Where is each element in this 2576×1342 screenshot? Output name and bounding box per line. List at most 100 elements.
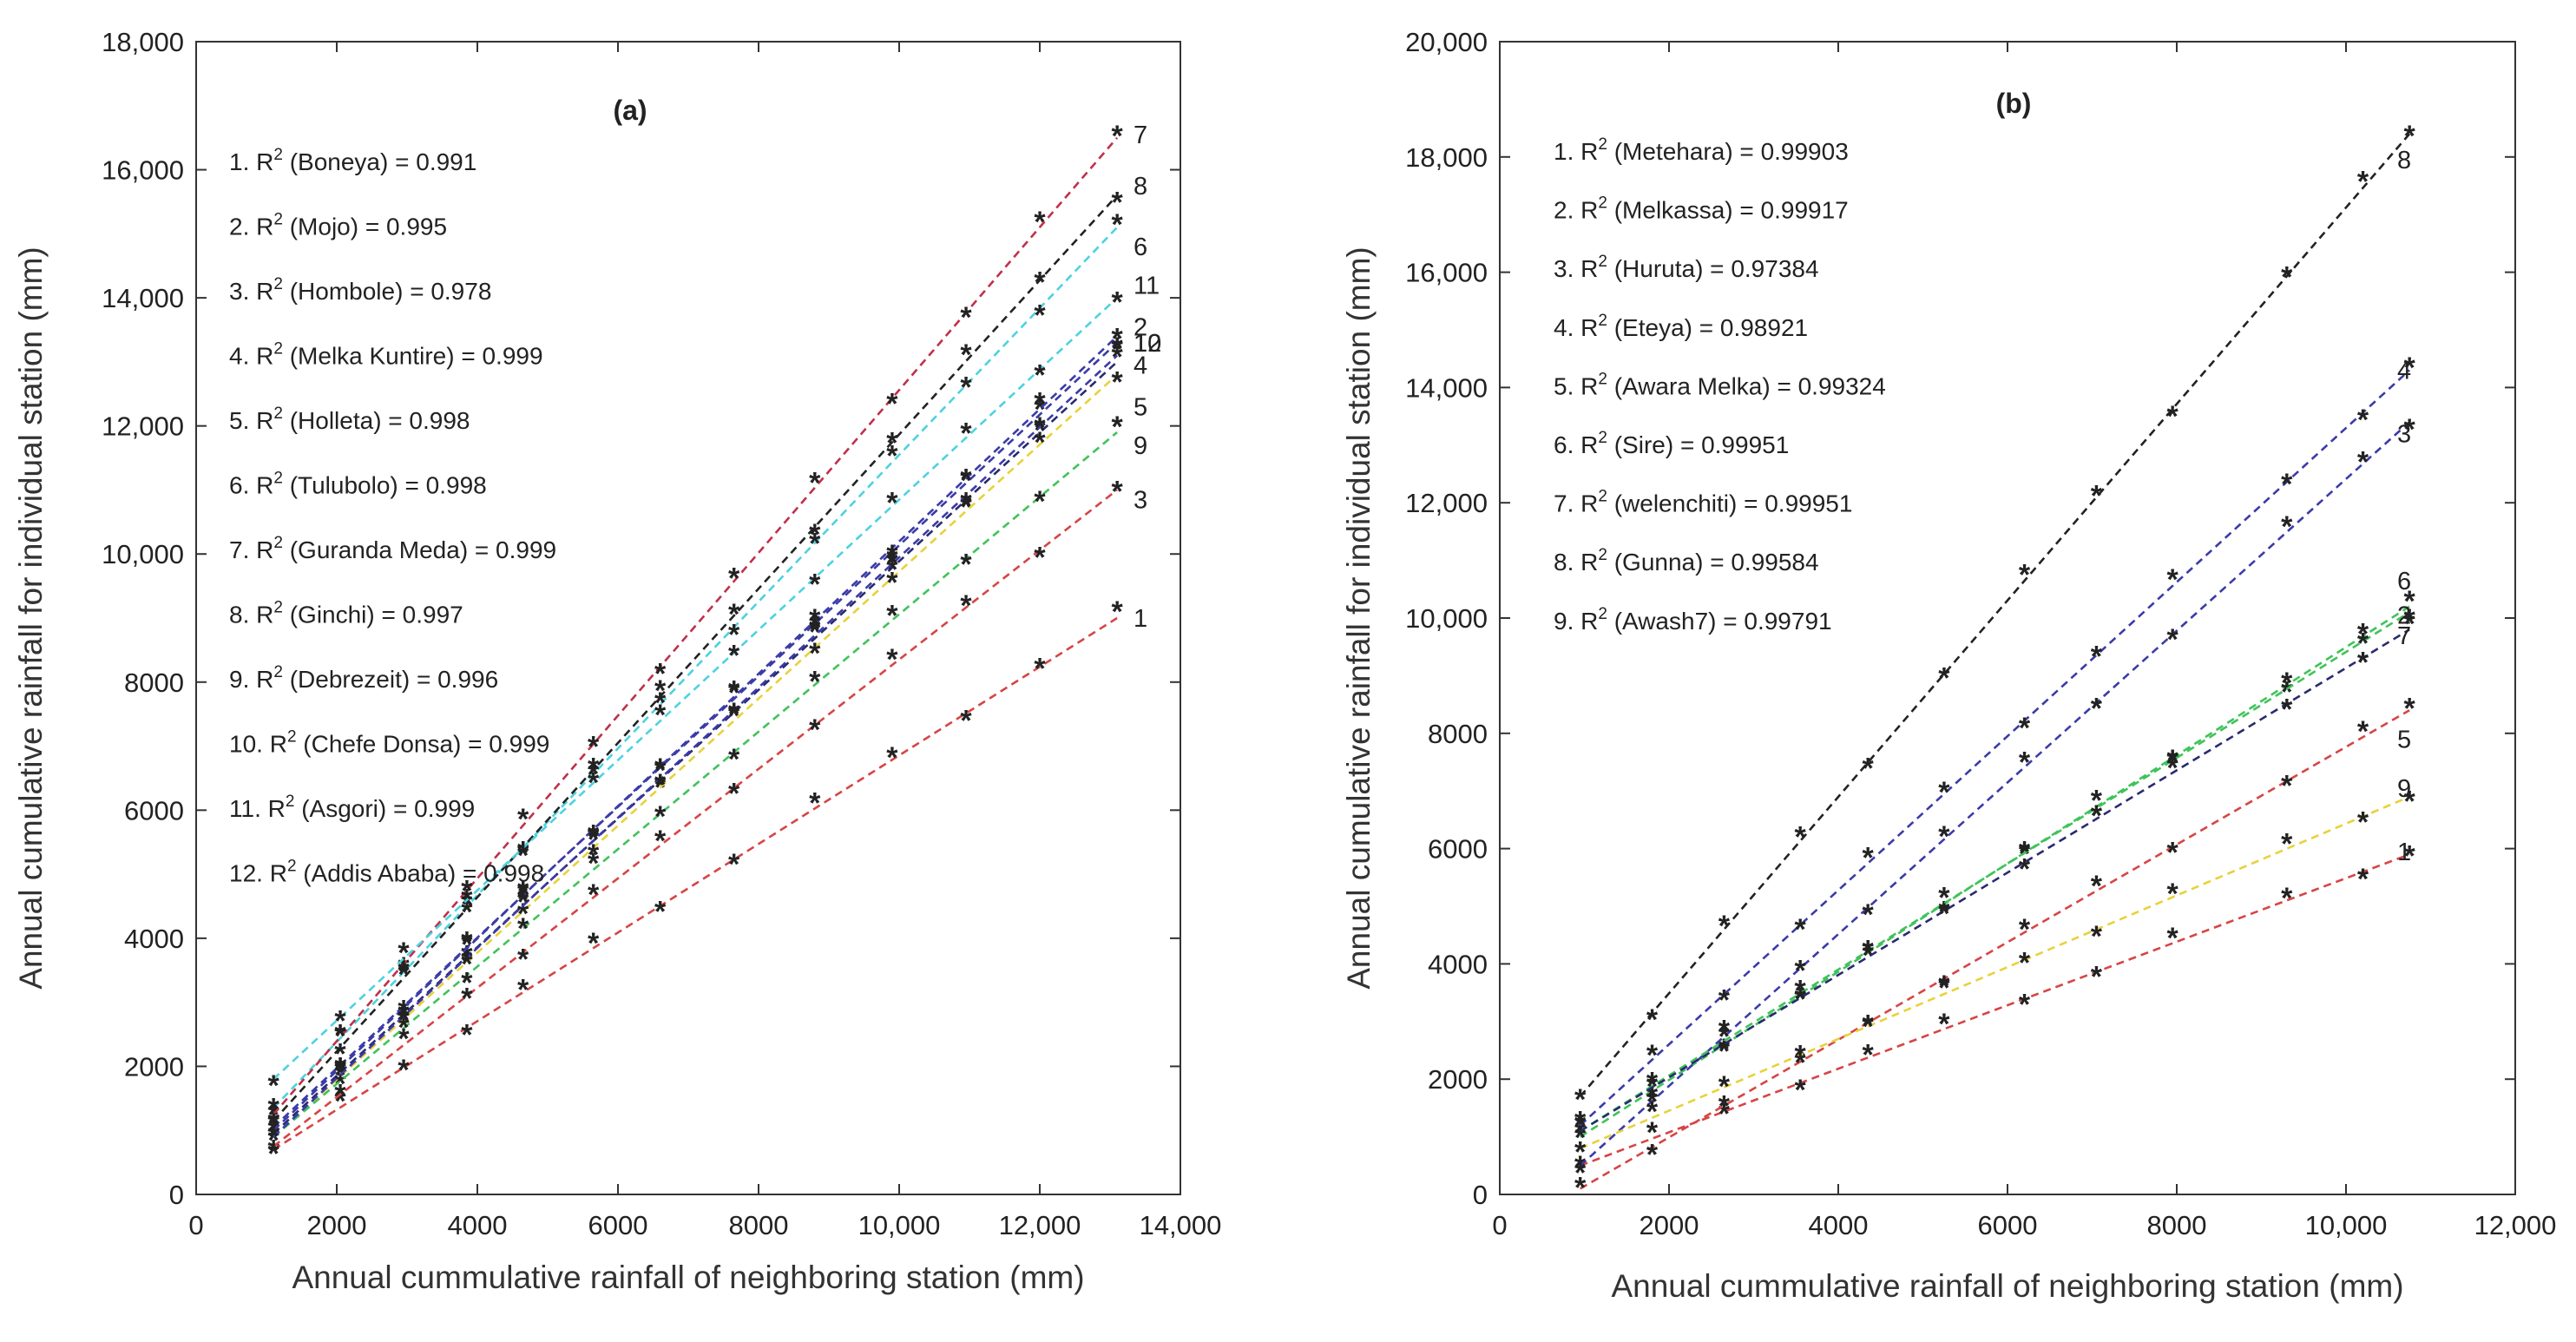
x-tick-label: 10,000	[858, 1210, 941, 1240]
data-point: *	[398, 937, 410, 970]
data-point: *	[654, 687, 667, 720]
data-point: *	[334, 1004, 346, 1037]
y-tick-label: 14,000	[1405, 372, 1488, 403]
data-point: *	[960, 589, 972, 622]
data-point: *	[960, 371, 972, 404]
legend-entry: 1. R2 (Boneya) = 0.991	[229, 146, 476, 175]
series-end-label: 8	[2397, 147, 2411, 174]
data-point: *	[886, 741, 898, 774]
data-point: *	[1938, 662, 1950, 695]
data-point: *	[517, 943, 529, 976]
data-point: *	[1111, 208, 1123, 241]
data-point: *	[588, 878, 600, 911]
data-point: *	[461, 929, 473, 962]
series-end-label: 7	[2397, 622, 2411, 650]
y-tick-label: 12,000	[1405, 488, 1488, 518]
data-point: *	[1863, 898, 1875, 931]
legend-entry: 2. R2 (Mojo) = 0.995	[229, 211, 447, 240]
data-point: *	[1646, 1085, 1659, 1118]
data-point: *	[267, 1120, 279, 1153]
data-point: *	[809, 787, 821, 820]
y-tick-label: 18,000	[102, 27, 184, 57]
series-11: *************	[267, 286, 1123, 1102]
x-tick-label: 4000	[1809, 1210, 1869, 1240]
regression-line	[273, 297, 1118, 1081]
regression-line	[273, 373, 1118, 1138]
x-axis-label: Annual cummulative rainfall of neighbori…	[1611, 1268, 2403, 1304]
data-point: *	[1111, 286, 1123, 319]
data-point: *	[2281, 694, 2293, 727]
data-point: *	[1646, 1070, 1659, 1103]
data-point: *	[334, 1079, 346, 1112]
data-point: *	[2357, 618, 2369, 651]
data-point: *	[1646, 1138, 1659, 1171]
data-point: *	[517, 885, 529, 918]
data-point: *	[1574, 1157, 1587, 1190]
data-point: *	[1111, 595, 1123, 628]
data-point: *	[2091, 640, 2103, 673]
y-tick-label: 6000	[124, 795, 184, 826]
data-point: *	[2281, 667, 2293, 700]
series-3: * * * * * * * * * * * * *	[267, 475, 1123, 1170]
legend-entry: 8. R2 (Gunna) = 0.99584	[1554, 546, 1819, 576]
legend-entry: 9. R2 (Debrezeit) = 0.996	[229, 663, 498, 693]
data-point: *	[1111, 332, 1123, 365]
data-point: *	[960, 704, 972, 737]
data-point: *	[2404, 585, 2416, 618]
data-point: *	[1574, 1106, 1587, 1139]
legend-entry: 9. R2 (Awash7) = 0.99791	[1554, 605, 1832, 635]
data-point: *	[886, 426, 898, 459]
series-end-label: 12	[1134, 330, 1161, 358]
data-point: *	[461, 875, 473, 908]
legend-entry: 1. R2 (Metehara) = 0.99903	[1554, 135, 1849, 165]
regression-line	[1579, 369, 2411, 1127]
x-tick-label: 6000	[1978, 1210, 2038, 1240]
data-point: *	[809, 467, 821, 500]
regression-line	[273, 341, 1118, 1128]
data-point: *	[2357, 166, 2369, 199]
panel-title: (b)	[1996, 88, 2032, 119]
x-tick-label: 6000	[588, 1210, 648, 1240]
y-tick-label: 2000	[124, 1051, 184, 1082]
data-point: *	[461, 948, 473, 981]
series-end-label: 3	[1134, 487, 1147, 515]
regression-line	[273, 431, 1118, 1138]
data-point: *	[1034, 652, 1046, 685]
series-end-label: 5	[1134, 394, 1147, 422]
x-tick-label: 12,000	[999, 1210, 1081, 1240]
data-point: *	[1111, 340, 1123, 373]
data-point: *	[1938, 971, 1950, 1004]
series-end-label: 5	[2397, 726, 2411, 753]
data-point: *	[1718, 910, 1731, 943]
data-point: *	[809, 569, 821, 602]
data-point: *	[2167, 400, 2179, 433]
data-point: *	[517, 839, 529, 872]
data-point: *	[1718, 984, 1731, 1017]
series-end-label: 6	[1134, 234, 1147, 261]
regression-line	[273, 227, 1119, 1109]
legend-entry: 11. R2 (Asgori) = 0.999	[229, 793, 475, 822]
data-point: *	[2167, 922, 2179, 955]
data-point: *	[1718, 1089, 1731, 1122]
legend-entry: 8. R2 (Ginchi) = 0.997	[229, 599, 463, 628]
x-tick-label: 14,000	[1140, 1210, 1222, 1240]
data-point: *	[1795, 982, 1807, 1015]
data-point: *	[1938, 895, 1950, 928]
data-point: *	[1034, 541, 1046, 574]
data-point: *	[1574, 1150, 1587, 1183]
data-point: *	[960, 463, 972, 496]
data-point: *	[1938, 898, 1950, 931]
data-point: *	[2404, 413, 2416, 446]
data-point: *	[1795, 1046, 1807, 1079]
panel-a: 0 2000 4000 6000 8000 10,000 12,000 14,000 0 2000…	[13, 27, 1221, 1295]
data-point: *	[334, 1053, 346, 1086]
series-end-label: 6	[2397, 568, 2411, 595]
data-point: *	[1863, 841, 1875, 874]
data-point: *	[960, 301, 972, 334]
data-point: *	[728, 598, 740, 631]
data-point: *	[267, 1138, 279, 1171]
data-point: *	[2019, 988, 2031, 1021]
data-point: *	[1863, 1038, 1875, 1071]
y-tick-label: 8000	[1428, 719, 1488, 749]
y-tick-label: 16,000	[1405, 258, 1488, 288]
